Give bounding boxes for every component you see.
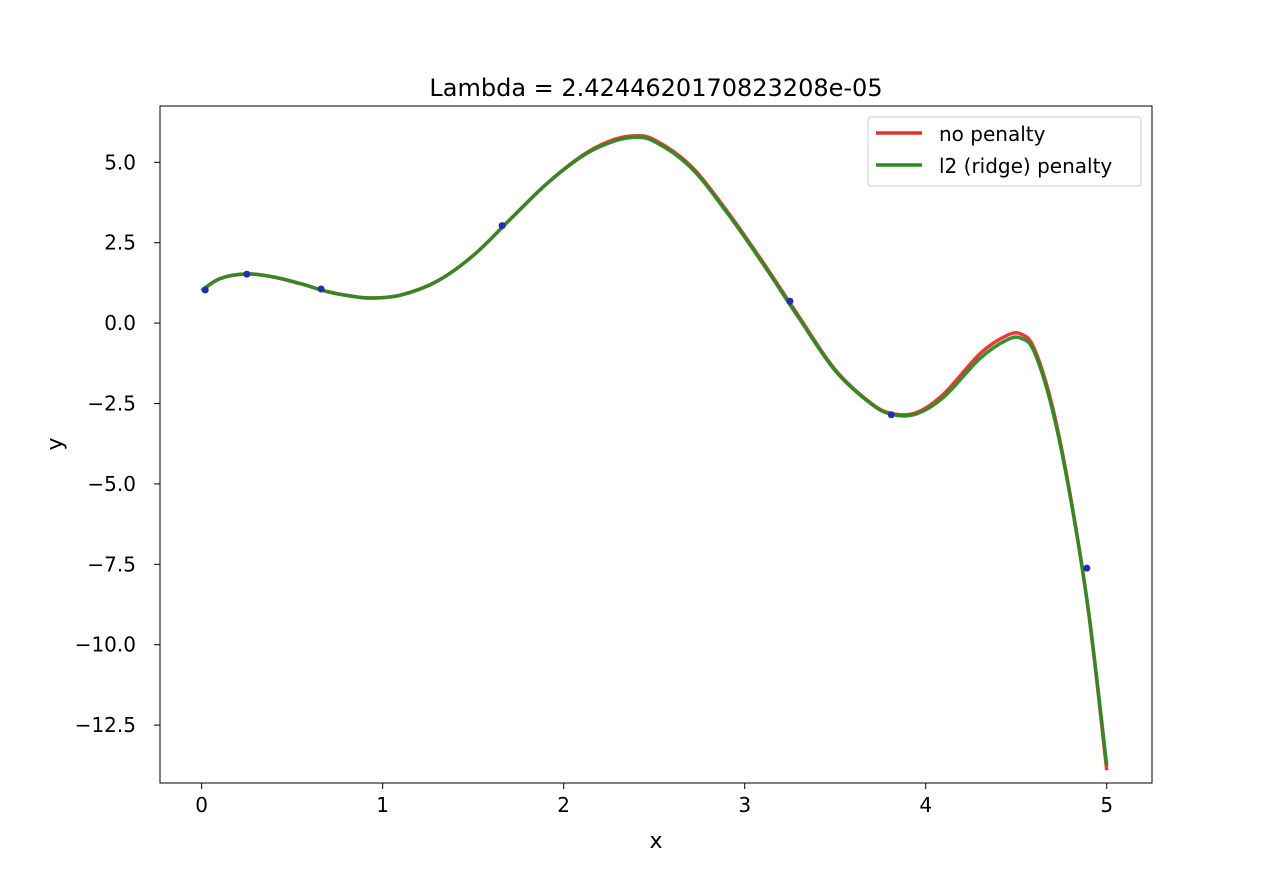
y-axis-label: y xyxy=(43,437,68,450)
y-tick-label: −12.5 xyxy=(75,713,136,737)
data-point xyxy=(786,297,794,305)
x-tick-label: 5 xyxy=(1100,793,1113,817)
legend-frame xyxy=(867,116,1142,187)
x-tick-label: 1 xyxy=(376,793,389,817)
data-points-layer xyxy=(201,222,1091,572)
legend-label-no-penalty: no penalty xyxy=(939,122,1046,146)
chart-title: Lambda = 2.4244620170823208e-05 xyxy=(429,74,882,102)
series-line-ridge-penalty xyxy=(200,135,1109,766)
y-tick-label: −7.5 xyxy=(87,552,136,576)
x-tick-label: 0 xyxy=(195,793,208,817)
data-point xyxy=(887,411,895,419)
y-tick-label: 2.5 xyxy=(104,231,136,255)
legend-label-ridge-penalty: l2 (ridge) penalty xyxy=(939,154,1112,178)
legend: no penalty l2 (ridge) penalty xyxy=(867,116,1142,187)
y-axis-ticks: 5.0 2.5 0.0 −2.5 −5.0 −7.5 −10.0 −12.5 xyxy=(75,150,160,737)
data-point xyxy=(317,285,325,293)
y-tick-label: −5.0 xyxy=(87,472,136,496)
data-point xyxy=(1083,564,1091,572)
y-tick-label: 0.0 xyxy=(104,311,136,335)
x-tick-label: 2 xyxy=(557,793,570,817)
y-tick-label: 5.0 xyxy=(104,150,136,174)
y-tick-label: −10.0 xyxy=(75,633,136,657)
plot-frame xyxy=(159,105,1153,784)
data-point xyxy=(201,286,209,294)
y-tick-label: −2.5 xyxy=(87,391,136,415)
x-tick-label: 4 xyxy=(919,793,932,817)
series-layer xyxy=(200,133,1109,771)
x-axis-ticks: 0 1 2 3 4 5 xyxy=(195,783,1113,817)
plot-area xyxy=(160,106,1152,783)
data-point xyxy=(498,222,506,230)
x-axis-label: x xyxy=(649,829,662,854)
data-point xyxy=(243,270,251,278)
x-tick-label: 3 xyxy=(738,793,751,817)
